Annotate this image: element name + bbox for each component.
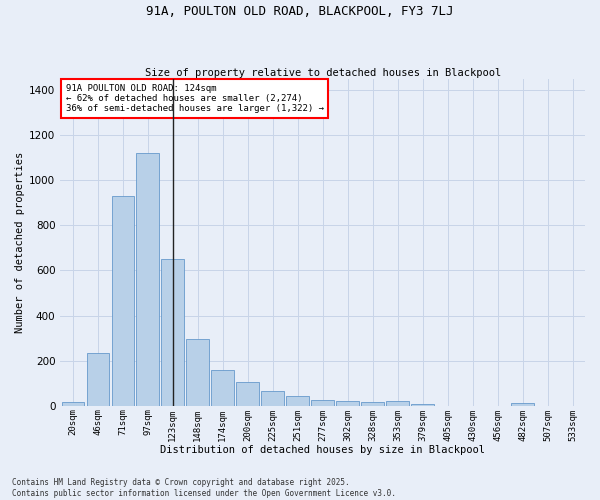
Bar	[361, 402, 384, 406]
Text: 91A POULTON OLD ROAD: 124sqm
← 62% of detached houses are smaller (2,274)
36% of: 91A POULTON OLD ROAD: 124sqm ← 62% of de…	[65, 84, 323, 114]
Bar	[311, 400, 334, 406]
Y-axis label: Number of detached properties: Number of detached properties	[15, 152, 25, 333]
Title: Size of property relative to detached houses in Blackpool: Size of property relative to detached ho…	[145, 68, 501, 78]
Text: Contains HM Land Registry data © Crown copyright and database right 2025.
Contai: Contains HM Land Registry data © Crown c…	[12, 478, 396, 498]
X-axis label: Distribution of detached houses by size in Blackpool: Distribution of detached houses by size …	[160, 445, 485, 455]
Bar	[86, 354, 109, 406]
Bar	[337, 402, 359, 406]
Text: 91A, POULTON OLD ROAD, BLACKPOOL, FY3 7LJ: 91A, POULTON OLD ROAD, BLACKPOOL, FY3 7L…	[146, 5, 454, 18]
Bar	[62, 402, 84, 406]
Bar	[211, 370, 234, 406]
Bar	[236, 382, 259, 406]
Bar	[161, 259, 184, 406]
Bar	[412, 404, 434, 406]
Bar	[262, 391, 284, 406]
Bar	[112, 196, 134, 406]
Bar	[286, 396, 309, 406]
Bar	[511, 402, 534, 406]
Bar	[187, 338, 209, 406]
Bar	[386, 402, 409, 406]
Bar	[136, 153, 159, 406]
